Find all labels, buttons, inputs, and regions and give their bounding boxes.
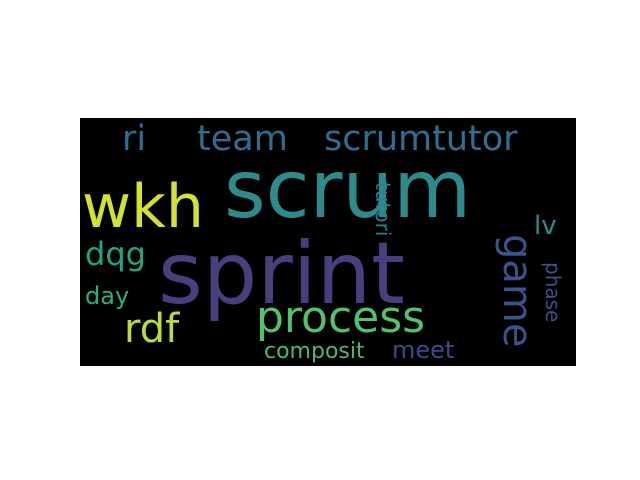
- word-ri: ri: [122, 119, 146, 159]
- word-wkh: wkh: [82, 172, 204, 242]
- word-sprint: sprint: [158, 224, 405, 324]
- word-tutori: tutori: [371, 182, 395, 236]
- word-scrum: scrum: [224, 143, 471, 236]
- word-phase: phase: [541, 262, 565, 322]
- word-composit: composit: [264, 339, 365, 364]
- word-cloud-background: [80, 118, 576, 366]
- word-scrumtutor: scrumtutor: [324, 119, 518, 159]
- word-team: team: [197, 119, 288, 159]
- word-day: day: [85, 282, 129, 310]
- word-lv: lv: [534, 211, 557, 241]
- word-process: process: [256, 292, 425, 343]
- word-game: game: [494, 234, 540, 347]
- word-rdf: rdf: [124, 306, 180, 352]
- word-meet: meet: [392, 336, 454, 364]
- word-dqg: dqg: [85, 235, 146, 273]
